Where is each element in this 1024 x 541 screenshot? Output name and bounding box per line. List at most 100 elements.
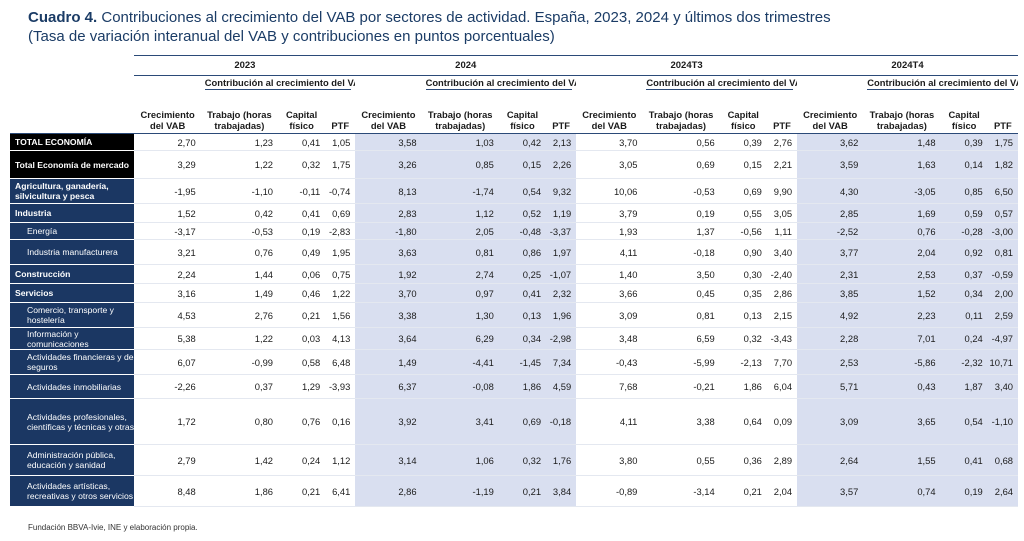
contribution-group-header: Contribución al crecimiento del VAB (pp) [422,76,576,106]
value-cell: 1,82 [987,150,1018,179]
row-label: Administración pública, educación y sani… [10,444,135,476]
value-cell: -1,45 [498,349,547,375]
value-cell: 0,24 [278,444,326,476]
value-cell: 0,39 [940,133,988,151]
value-cell: 0,41 [498,283,547,303]
corner-cell [10,76,134,106]
row-label: Industria [10,203,135,223]
value-cell: 2,86 [355,475,422,507]
value-cell: 1,75 [987,133,1018,151]
value-cell: 0,13 [498,302,547,328]
value-cell: 0,41 [278,133,326,151]
value-cell: -0,53 [200,222,279,240]
value-cell: -0,18 [642,239,720,265]
value-cell: 6,07 [134,349,201,375]
table-row: Industria manufacturera 3,21 0,76 0,49 1,95 3… [10,239,1018,265]
value-cell: -0,43 [576,349,643,375]
source-note: Fundación BBVA-Ivie, INE y elaboración p… [28,523,198,532]
value-cell: 7,70 [766,349,798,375]
value-cell: 0,36 [719,444,767,476]
value-cell: -1,19 [421,475,499,507]
table-row: Servicios 3,16 1,49 0,46 1,22 3,70 0,97 0,41 2,3… [10,283,1018,303]
value-cell: 0,46 [278,283,326,303]
value-cell: 0,16 [325,398,356,445]
value-cell: 0,39 [719,133,767,151]
value-cell: 4,13 [325,327,356,350]
value-cell: -1,10 [200,178,279,204]
value-cell: 2,53 [797,349,864,375]
value-cell: -2,98 [546,327,577,350]
table-row: Información y comunicaciones 5,38 1,22 0,03… [10,327,1018,350]
value-cell: 2,59 [987,302,1018,328]
value-cell: 3,05 [576,150,643,179]
growth-header: Crecimiento del VAB [355,105,422,134]
value-cell: 0,21 [278,475,326,507]
value-cell: 1,56 [325,302,356,328]
row-label: Servicios [10,283,135,303]
value-cell: 2,53 [863,264,941,284]
ptf-header: PTF [766,105,798,134]
row-label: TOTAL ECONOMÍA [10,133,135,151]
value-cell: -2,83 [325,222,356,240]
value-cell: 0,55 [642,444,720,476]
period-header: 2023 [134,55,356,76]
value-cell: -1,95 [134,178,201,204]
value-cell: -5,99 [642,349,720,375]
value-cell: -0,28 [940,222,988,240]
value-cell: 10,71 [987,349,1018,375]
value-cell: 1,49 [355,349,422,375]
value-cell: 0,21 [278,302,326,328]
value-cell: -2,26 [134,374,201,399]
value-cell: 3,16 [134,283,201,303]
value-cell: 2,21 [766,150,798,179]
group-header-row: Contribución al crecimiento del VAB (pp)… [10,76,1018,106]
row-label: Agricultura, ganadería, silvicultura y p… [10,178,135,204]
row-label: Construcción [10,264,135,284]
value-cell: 2,86 [766,283,798,303]
value-cell: -0,08 [421,374,499,399]
value-cell: 3,79 [576,203,643,223]
value-cell: 2,31 [797,264,864,284]
value-cell: 1,96 [546,302,577,328]
value-cell: 6,48 [325,349,356,375]
value-cell: 0,13 [719,302,767,328]
ptf-header: PTF [325,105,356,134]
value-cell: 0,19 [940,475,988,507]
value-cell: 2,76 [766,133,798,151]
value-cell: 2,00 [987,283,1018,303]
value-cell: 0,42 [498,133,547,151]
value-cell: 0,86 [498,239,547,265]
value-cell: -1,74 [421,178,499,204]
value-cell: 1,37 [642,222,720,240]
value-cell: 2,05 [421,222,499,240]
value-cell: 3,21 [134,239,201,265]
row-label: Industria manufacturera [10,239,135,265]
value-cell: -0,21 [642,374,720,399]
value-cell: 1,86 [498,374,547,399]
value-cell: 1,22 [200,327,279,350]
corner-cell [10,105,135,134]
value-cell: 0,81 [987,239,1018,265]
value-cell: 0,56 [642,133,720,151]
value-cell: -0,48 [498,222,547,240]
spacer-cell [134,76,200,106]
value-cell: 2,83 [355,203,422,223]
value-cell: 3,66 [576,283,643,303]
row-label: Actividades financieras y de seguros [10,349,135,375]
value-cell: 3,57 [797,475,864,507]
growth-header: Crecimiento del VAB [134,105,201,134]
value-cell: 1,92 [355,264,422,284]
value-cell: 1,55 [863,444,941,476]
value-cell: 2,70 [134,133,201,151]
table-row: Administración pública, educación y sani… [10,444,1018,476]
value-cell: 0,41 [940,444,988,476]
value-cell: 0,68 [987,444,1018,476]
value-cell: 0,92 [940,239,988,265]
value-cell: -0,11 [278,178,326,204]
table-row: Actividades profesionales, científicas y… [10,398,1018,445]
value-cell: -3,37 [546,222,577,240]
value-cell: 0,76 [863,222,941,240]
value-cell: 2,85 [797,203,864,223]
table-row: Comercio, transporte y hostelería 4,53 2,7… [10,302,1018,328]
value-cell: 3,26 [355,150,422,179]
